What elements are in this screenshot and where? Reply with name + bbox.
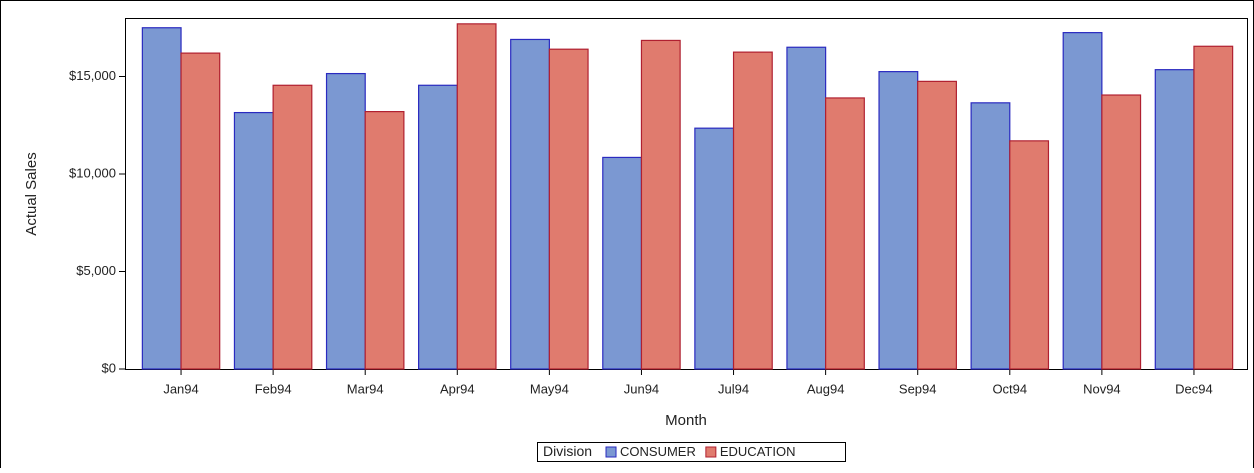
x-tick-label: Apr94 (440, 381, 475, 396)
x-tick-label: Aug94 (807, 381, 845, 396)
plot-frame (125, 18, 1248, 370)
bar (510, 38, 550, 370)
legend-swatch (605, 446, 617, 458)
x-tick-label: Jan94 (163, 381, 198, 396)
bar (1101, 94, 1142, 370)
x-tick-label: Feb94 (255, 381, 292, 396)
bar (970, 102, 1011, 370)
x-tick-label: Oct94 (992, 381, 1027, 396)
bar (364, 110, 405, 370)
x-tick-label: Jul94 (718, 381, 749, 396)
x-tick-label: Mar94 (347, 381, 384, 396)
bar (180, 52, 221, 370)
y-axis-title: Actual Sales (23, 152, 40, 235)
y-tick-label: $0 (102, 360, 116, 375)
x-tick-label: Sep94 (899, 381, 937, 396)
bar (878, 71, 919, 370)
legend-label: EDUCATION (720, 444, 796, 459)
y-tick-label: $15,000 (69, 68, 116, 83)
bar (602, 156, 643, 370)
bar (1193, 45, 1234, 370)
bar (272, 84, 313, 370)
x-tick-label: May94 (530, 381, 569, 396)
y-tick-label: $5,000 (76, 263, 116, 278)
bar (141, 27, 182, 370)
y-tick-label: $10,000 (69, 165, 116, 180)
bar (786, 46, 827, 370)
bar (917, 80, 957, 370)
bar (1062, 32, 1103, 370)
bar (233, 111, 274, 370)
legend-title: Division (543, 443, 592, 459)
bar (456, 23, 497, 370)
x-tick-label: Jun94 (624, 381, 659, 396)
legend-label: CONSUMER (620, 444, 696, 459)
bar (1154, 69, 1195, 370)
bar (325, 72, 366, 370)
legend-swatch (705, 446, 717, 458)
x-tick-label: Dec94 (1175, 381, 1213, 396)
bar (1009, 140, 1050, 370)
bar (825, 97, 865, 370)
bar (418, 84, 458, 370)
bar (640, 39, 681, 370)
x-axis-title: Month (665, 412, 707, 429)
bar (694, 127, 735, 370)
x-tick-label: Nov94 (1083, 381, 1121, 396)
bar (548, 48, 589, 370)
bar (732, 51, 773, 370)
